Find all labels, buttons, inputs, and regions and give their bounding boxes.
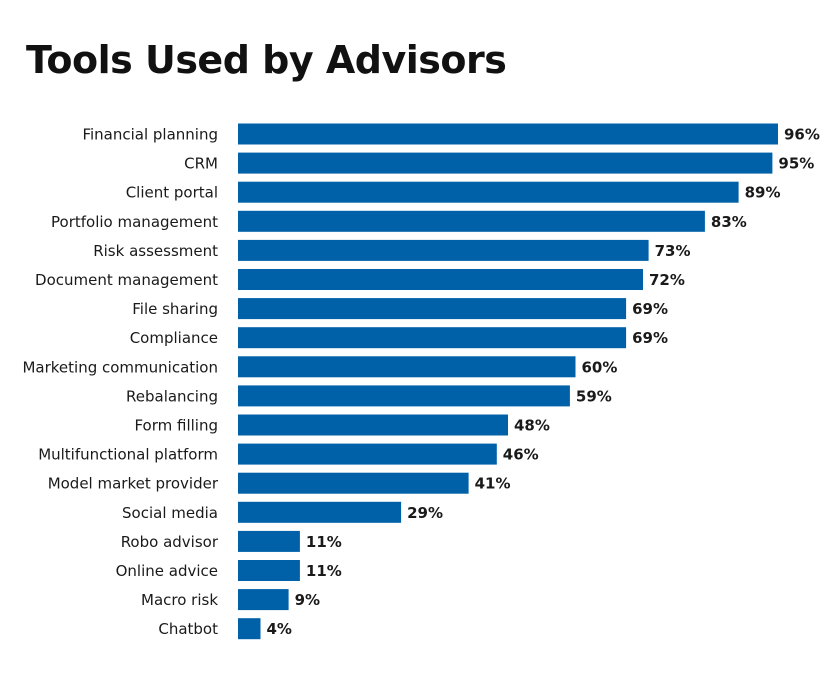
bar-portfolio-management <box>238 210 705 232</box>
value-labels: 96% 95% 89% 83% 73% 72% 69% 69% 60% 59% 48% 46% 41% 2… <box>267 126 820 639</box>
bar-model-market-provider <box>238 472 469 494</box>
value-label: 83% <box>711 213 747 231</box>
category-label: Social media <box>122 504 218 522</box>
category-label: Model market provider <box>48 475 219 493</box>
value-label: 89% <box>745 184 781 202</box>
value-label: 73% <box>655 242 691 260</box>
value-label: 4% <box>267 620 292 638</box>
bar-marketing-communication <box>238 356 576 378</box>
bar-social-media <box>238 501 402 523</box>
category-label: Chatbot <box>158 620 218 638</box>
bar-online-advice <box>238 560 300 581</box>
value-label: 11% <box>306 562 342 580</box>
category-label: Robo advisor <box>121 533 219 551</box>
category-label: Compliance <box>130 329 218 347</box>
category-label: Macro risk <box>141 591 218 609</box>
value-label: 48% <box>514 417 550 435</box>
bar-rebalancing <box>238 385 570 407</box>
bar-macro-risk <box>238 589 289 611</box>
category-label: Risk assessment <box>93 242 218 260</box>
value-label: 95% <box>778 155 814 173</box>
category-label: Rebalancing <box>126 387 218 405</box>
value-label: 72% <box>649 271 685 289</box>
bar-risk-assessment <box>238 239 649 261</box>
category-label: Marketing communication <box>22 358 218 376</box>
value-label: 9% <box>295 591 320 609</box>
bar-crm <box>238 152 773 174</box>
bar-form-filling <box>238 414 508 436</box>
category-label: File sharing <box>132 300 218 318</box>
bar-robo-advisor <box>238 530 300 552</box>
bar-document-management <box>238 269 643 290</box>
value-label: 46% <box>503 446 539 464</box>
bar-file-sharing <box>238 298 627 320</box>
category-label: Client portal <box>126 184 218 202</box>
bar-compliance <box>238 327 627 349</box>
category-label: Document management <box>35 271 218 289</box>
bar-chatbot <box>238 618 261 640</box>
category-label: Financial planning <box>82 126 218 144</box>
bars <box>238 123 778 640</box>
chart-title: Tools Used by Advisors <box>26 38 507 82</box>
value-label: 11% <box>306 533 342 551</box>
value-label: 69% <box>632 300 668 318</box>
value-label: 69% <box>632 329 668 347</box>
bar-multifunctional-platform <box>238 443 497 465</box>
value-label: 96% <box>784 126 820 144</box>
category-label: Form filling <box>134 417 218 435</box>
value-label: 59% <box>576 387 612 405</box>
bar-client-portal <box>238 181 739 203</box>
category-label: Online advice <box>116 562 218 580</box>
value-label: 60% <box>582 358 618 376</box>
category-label: CRM <box>184 155 218 173</box>
category-labels: Financial planning CRM Client portal Portfo… <box>22 126 218 639</box>
category-label: Multifunctional platform <box>38 446 218 464</box>
bar-financial-planning <box>238 123 778 145</box>
value-label: 41% <box>475 475 511 493</box>
category-label: Portfolio management <box>51 213 218 231</box>
value-label: 29% <box>407 504 443 522</box>
